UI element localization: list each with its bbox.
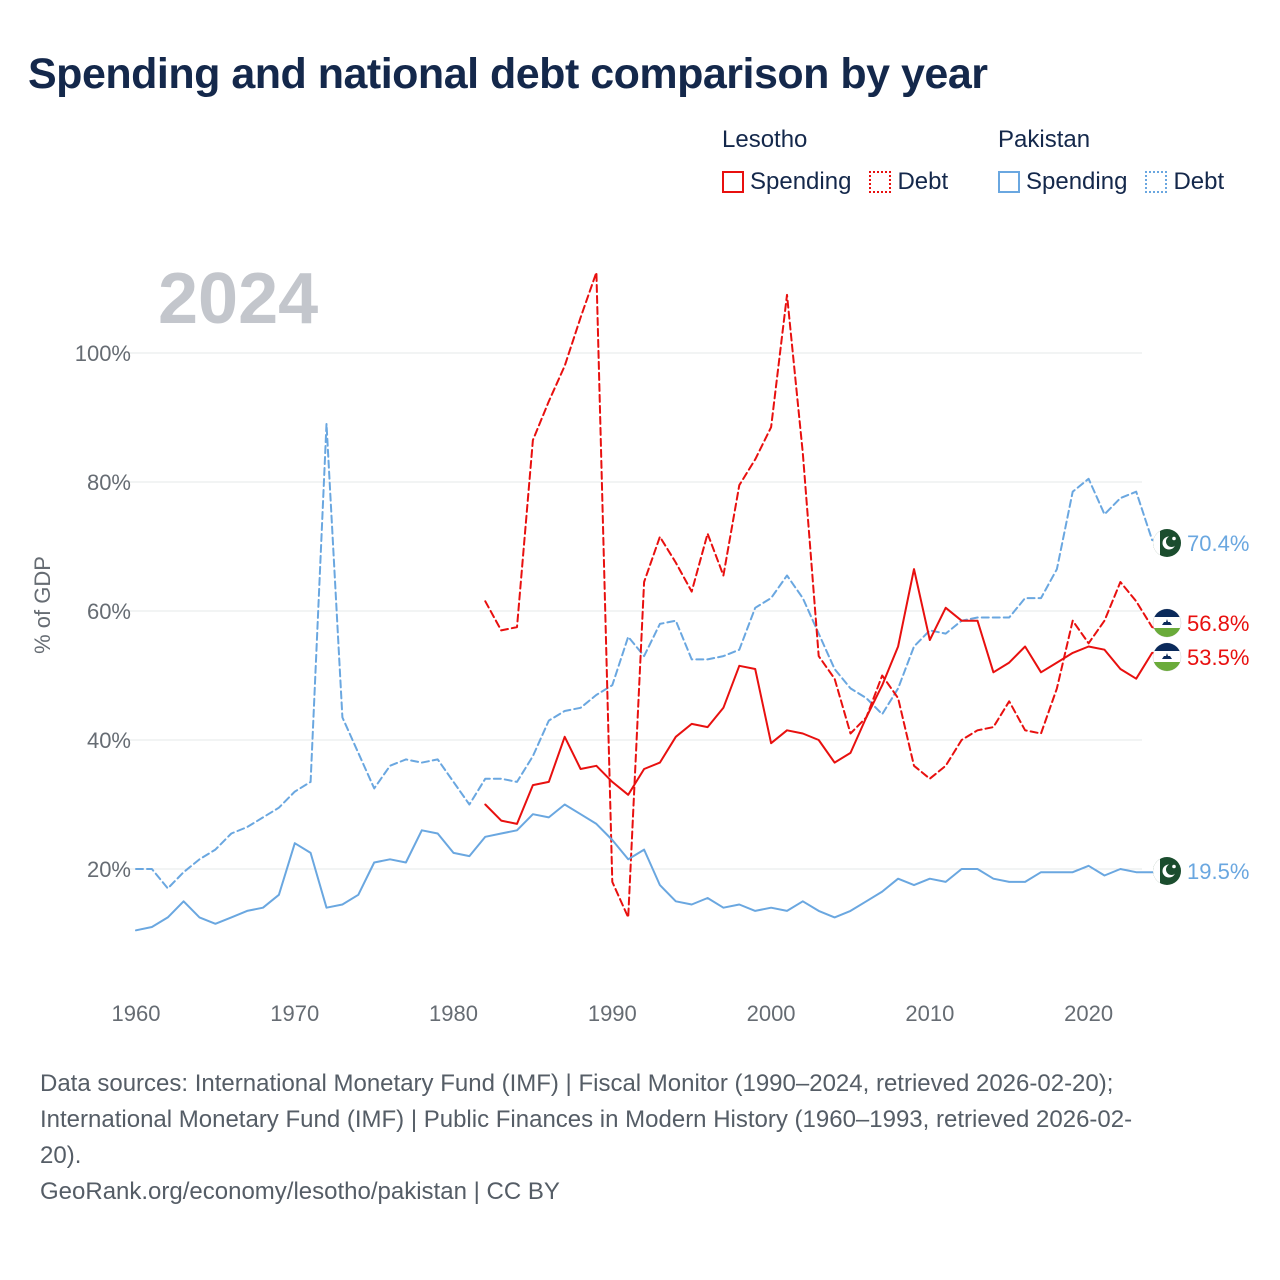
chart-title: Spending and national debt comparison by… <box>28 50 988 98</box>
legend-group-label: Lesotho <box>722 126 808 153</box>
footer: Data sources: International Monetary Fun… <box>40 1066 1240 1210</box>
legend-group-pakistan: Pakistan Spending Debt <box>998 124 1224 198</box>
legend-item-pakistan-debt[interactable]: Debt <box>1145 168 1224 196</box>
lesotho-flag-icon <box>1152 608 1182 638</box>
series-line-pakistan-debt[interactable] <box>135 422 1169 890</box>
y-axis-ticks: 20% 40% 60% 80% 100% <box>75 341 131 882</box>
legend-item-label: Spending <box>750 168 852 195</box>
x-tick-label: 1970 <box>270 1001 319 1026</box>
solid-line-swatch-icon <box>722 171 744 193</box>
x-tick-label: 1960 <box>112 1001 161 1026</box>
end-value-label: 56.8% <box>1187 611 1249 636</box>
year-watermark: 2024 <box>158 259 318 339</box>
legend-item-lesotho-spending[interactable]: Spending <box>722 168 851 196</box>
solid-line-swatch-icon <box>998 171 1020 193</box>
end-value-label: 70.4% <box>1187 531 1249 556</box>
legend-item-label: Spending <box>1026 168 1128 195</box>
legend-item-label: Debt <box>1173 168 1225 195</box>
x-tick-label: 2000 <box>747 1001 796 1026</box>
line-chart: 2024 % of GDP 20%40%60%80%100% 1960 1970 1… <box>30 259 1249 1026</box>
credit-link[interactable]: GeoRank.org/economy/lesotho/pakistan | C… <box>40 1178 560 1205</box>
data-sources-line: Data sources: International Monetary Fun… <box>40 1070 1114 1097</box>
pakistan-flag-icon <box>1153 857 1181 885</box>
data-sources-line: 20). <box>40 1142 82 1169</box>
end-value-label: 53.5% <box>1187 645 1249 670</box>
series-line-lesotho-spending[interactable] <box>484 568 1169 825</box>
y-tick-label: 40% <box>87 728 131 753</box>
data-sources-line: International Monetary Fund (IMF) | Publ… <box>40 1106 1133 1133</box>
series-lines <box>135 271 1169 932</box>
x-tick-label: 2020 <box>1064 1001 1113 1026</box>
legend-item-lesotho-debt[interactable]: Debt <box>869 168 948 196</box>
y-tick-label: 60% <box>87 599 131 624</box>
y-tick-label: 80% <box>87 470 131 495</box>
dotted-line-swatch-icon <box>1145 171 1168 193</box>
lesotho-flag-icon <box>1152 642 1182 672</box>
series-line-pakistan-spending[interactable] <box>135 803 1169 932</box>
legend-group-lesotho: Lesotho Spending Debt <box>722 124 966 198</box>
x-tick-label: 1980 <box>429 1001 478 1026</box>
legend-group-label: Pakistan <box>998 126 1091 153</box>
legend-item-label: Debt <box>897 168 949 195</box>
y-tick-label: 100% <box>75 341 131 366</box>
dotted-line-swatch-icon <box>869 171 892 193</box>
x-tick-label: 1990 <box>588 1001 637 1026</box>
pakistan-flag-icon <box>1153 529 1181 557</box>
end-value-label: 19.5% <box>1187 859 1249 884</box>
end-markers: 70.4% 56.8% 53.5% 19.5% <box>1152 529 1249 885</box>
legend-item-pakistan-spending[interactable]: Spending <box>998 168 1127 196</box>
x-axis-ticks: 1960 1970 1980 1990 2000 2010 2020 <box>112 1001 1114 1026</box>
y-axis-label: % of GDP <box>30 556 55 654</box>
y-tick-label: 20% <box>87 857 131 882</box>
x-tick-label: 2010 <box>905 1001 954 1026</box>
series-line-lesotho-debt[interactable] <box>484 271 1169 919</box>
